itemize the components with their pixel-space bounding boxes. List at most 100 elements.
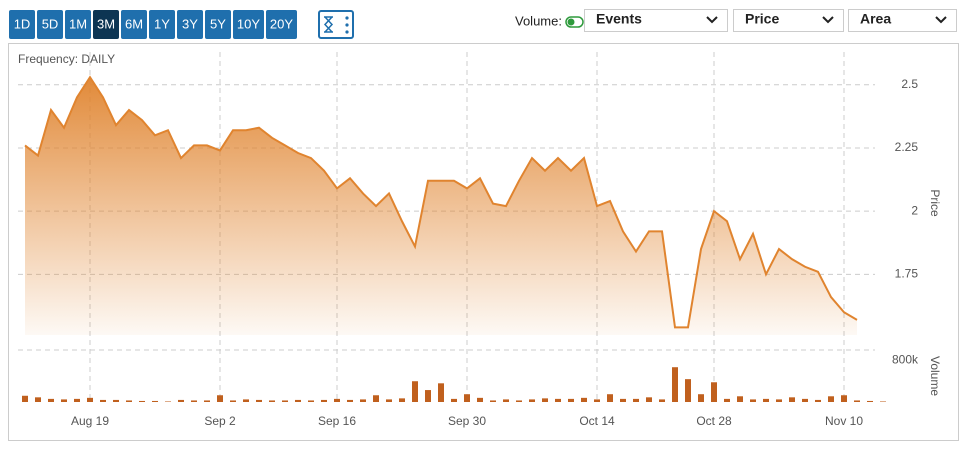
x-tick-label: Sep 30 — [448, 414, 486, 428]
period-picker[interactable] — [318, 10, 354, 39]
volume-bar — [698, 394, 704, 402]
dropdown-chevron[interactable] — [935, 16, 947, 24]
dropdown-label[interactable]: Events — [596, 11, 642, 27]
volume-bar — [841, 395, 847, 402]
range-button-label[interactable]: 1M — [69, 16, 87, 31]
volume-bar — [35, 397, 41, 402]
volume-bar — [399, 398, 405, 402]
volume-bar — [516, 400, 522, 402]
range-button[interactable]: 5D — [37, 10, 63, 39]
range-button-bg[interactable] — [233, 10, 264, 39]
volume-bar — [451, 398, 457, 402]
dropdown-label[interactable]: Price — [745, 11, 779, 27]
volume-bar — [555, 398, 561, 402]
range-button-label[interactable]: 5Y — [210, 16, 226, 31]
volume-bar — [269, 400, 275, 402]
range-button-bg[interactable] — [177, 10, 203, 39]
menu-dot[interactable] — [345, 23, 349, 27]
range-button-bg[interactable] — [266, 10, 297, 39]
volume-bar — [113, 399, 119, 402]
x-tick-label: Sep 2 — [204, 414, 236, 428]
range-button[interactable]: 1Y — [149, 10, 175, 39]
volume-bar — [230, 400, 236, 402]
range-button-label[interactable]: 5D — [42, 16, 59, 31]
range-button-bg[interactable] — [149, 10, 175, 39]
volume-bar — [139, 400, 145, 402]
dropdown-label[interactable]: Area — [860, 11, 891, 27]
range-button-label[interactable]: 1Y — [154, 16, 170, 31]
range-button[interactable]: 5Y — [205, 10, 231, 39]
dropdown-chevron[interactable] — [822, 16, 834, 24]
volume-toggle-knob[interactable] — [567, 18, 575, 26]
range-button-label[interactable]: 3M — [97, 16, 115, 31]
volume-bar — [750, 399, 756, 402]
range-button-bg[interactable] — [93, 10, 119, 39]
volume-bar — [802, 398, 808, 402]
range-button-label[interactable]: 6M — [125, 16, 143, 31]
range-button-bg[interactable] — [9, 10, 35, 39]
volume-bar — [789, 397, 795, 402]
range-button-label[interactable]: 20Y — [270, 16, 293, 31]
volume-bar — [282, 400, 288, 402]
y2-axis-title: Volume — [928, 356, 942, 396]
range-button-bg[interactable] — [37, 10, 63, 39]
volume-bar — [477, 397, 483, 402]
volume-bar — [256, 399, 262, 402]
volume-bar — [165, 401, 171, 402]
dropdown[interactable]: Area — [848, 9, 957, 32]
dropdown[interactable]: Price — [733, 9, 844, 32]
range-button-label[interactable]: 10Y — [237, 16, 260, 31]
menu-dot[interactable] — [345, 30, 349, 34]
range-button[interactable]: 6M — [121, 10, 147, 39]
volume-bar — [828, 396, 834, 402]
menu-dot[interactable] — [345, 16, 349, 20]
volume-bar — [711, 382, 717, 402]
range-button[interactable]: 1M — [65, 10, 91, 39]
range-button[interactable]: 20Y — [266, 10, 297, 39]
volume-bar — [867, 400, 873, 402]
dropdown-bg[interactable] — [584, 9, 728, 32]
range-button[interactable]: 3Y — [177, 10, 203, 39]
volume-bar — [854, 400, 860, 402]
volume-bar — [607, 394, 613, 402]
volume-bar — [334, 398, 340, 402]
volume-bar — [100, 399, 106, 402]
volume-bar — [425, 390, 431, 402]
range-button-bg[interactable] — [121, 10, 147, 39]
dropdown-bg[interactable] — [733, 9, 844, 32]
volume-bar — [815, 399, 821, 402]
x-tick-label: Oct 28 — [696, 414, 732, 428]
volume-bar — [646, 397, 652, 402]
range-button-label[interactable]: 3Y — [182, 16, 198, 31]
volume-bar — [204, 400, 210, 402]
dropdown-chevron[interactable] — [706, 16, 718, 24]
dropdown[interactable]: Events — [584, 9, 728, 32]
x-tick-label: Nov 10 — [825, 414, 863, 428]
hourglass-icon[interactable] — [323, 16, 334, 33]
volume-bar — [581, 397, 587, 402]
price-area — [25, 77, 857, 336]
x-tick-label: Oct 14 — [579, 414, 615, 428]
volume-bar — [763, 398, 769, 402]
range-button-label[interactable]: 1D — [14, 16, 31, 31]
toolbar: 1D 5D 1M 3M 6M 1Y 3Y 5Y 10Y 20Y Volume: Events Price… — [9, 9, 957, 39]
range-button-bg[interactable] — [65, 10, 91, 39]
dropdown-bg[interactable] — [848, 9, 957, 32]
volume-bar — [412, 381, 418, 402]
frequency-label: Frequency: DAILY — [18, 52, 115, 66]
volume-bar — [74, 398, 80, 402]
range-button[interactable]: 1D — [9, 10, 35, 39]
volume-bar — [737, 396, 743, 402]
volume-bar — [672, 367, 678, 402]
range-button-bg[interactable] — [205, 10, 231, 39]
volume-bar — [438, 383, 444, 402]
range-button[interactable]: 10Y — [233, 10, 264, 39]
volume-bar — [724, 398, 730, 402]
range-button[interactable]: 3M — [93, 10, 119, 39]
x-tick-label: Sep 16 — [318, 414, 356, 428]
volume-bar — [685, 379, 691, 402]
volume-bar — [529, 399, 535, 402]
y-tick-label: 1.75 — [895, 267, 919, 281]
volume-bar — [152, 400, 158, 402]
